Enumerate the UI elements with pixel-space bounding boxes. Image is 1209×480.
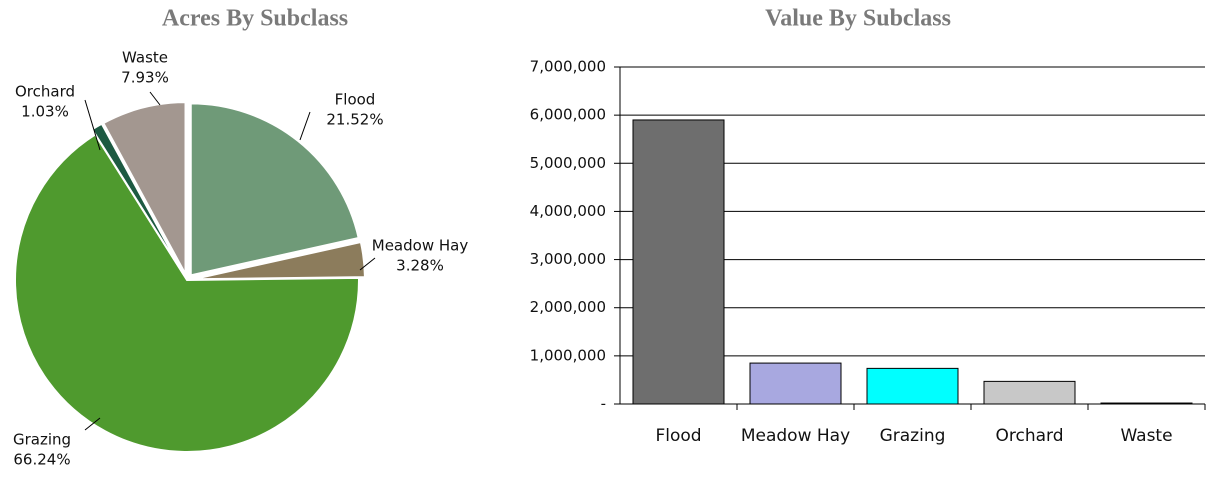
pie-slice [14,133,360,453]
pie-slice [189,102,360,277]
y-tick-label: - [601,395,606,413]
bar-title: Value By Subclass [765,6,951,32]
leader-line [84,99,101,151]
pie-slice [90,122,185,276]
pie-slice [192,240,366,281]
bar [749,362,842,405]
slice-value: 7.93% [121,69,169,87]
y-tick-label: 3,000,000 [530,250,606,268]
y-tick-label: 2,000,000 [530,298,606,316]
leader-line [299,111,311,141]
bar [983,380,1076,405]
y-tick-label: 7,000,000 [530,58,606,76]
x-tick-label: Orchard [995,426,1064,446]
y-tick-label: 5,000,000 [530,154,606,172]
slice-value: 66.24% [13,451,70,469]
slice-value: 1.03% [21,103,69,121]
x-tick-label: Meadow Hay [740,426,851,446]
bar [632,119,725,405]
leader-line [359,257,376,271]
y-tick-label: 4,000,000 [530,202,606,220]
pie-slice [101,101,187,275]
slice-value: 21.52% [326,111,383,129]
x-tick-label: Grazing [879,426,946,446]
slice-label: Meadow Hay [372,237,469,255]
slice-label: Orchard [15,83,75,101]
y-tick-label: 6,000,000 [530,106,606,124]
pie-title: Acres By Subclass [162,6,348,32]
y-tick-label: 1,000,000 [530,346,606,364]
slice-label: Grazing [13,431,71,449]
bar [1100,402,1193,405]
slice-value: 3.28% [396,257,444,275]
slice-label: Waste [122,49,168,67]
leader-line [84,417,101,431]
x-tick-label: Flood [655,426,702,446]
x-tick-label: Waste [1120,426,1173,446]
slice-label: Flood [335,91,376,109]
bar [866,367,959,405]
leader-line [149,91,161,106]
